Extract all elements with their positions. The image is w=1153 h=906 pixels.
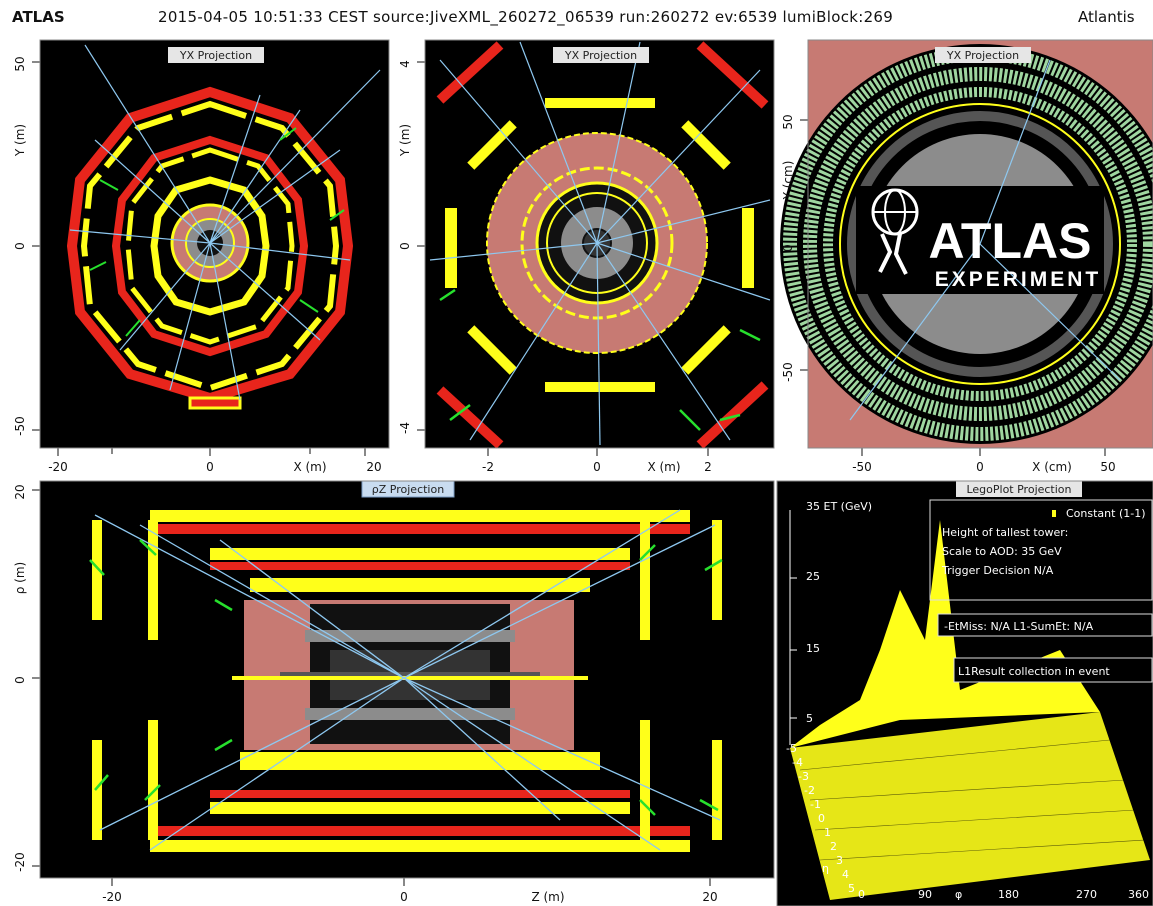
eta-tick-4: -1 bbox=[810, 798, 821, 811]
yx3-yaxis-title: Y (cm) bbox=[781, 161, 795, 201]
eta-tick-5: 0 bbox=[818, 812, 825, 825]
rz-xtick-1: 0 bbox=[400, 890, 408, 904]
yx1-ytick-2: 0 bbox=[13, 242, 27, 250]
legend-line-1: Height of tallest tower: bbox=[942, 526, 1068, 539]
yx3-ytick-0: 50 bbox=[781, 114, 795, 129]
eta-tick-8: 3 bbox=[836, 854, 843, 867]
legend-swatch bbox=[1052, 510, 1056, 517]
yx1-ytick-0: 50 bbox=[13, 56, 27, 71]
yx2-xtick-3: 2 bbox=[704, 460, 712, 474]
rz-label: ρZ Projection bbox=[372, 483, 444, 496]
rz-xtick-3: 20 bbox=[702, 890, 717, 904]
yx1-yaxis-title: Y (m) bbox=[13, 124, 27, 157]
phi-axis-label: φ bbox=[955, 888, 962, 901]
atlas-logo bbox=[871, 188, 919, 275]
l1result-box bbox=[953, 657, 1153, 683]
lego-z-title: 35 ET (GeV) bbox=[806, 500, 872, 513]
legend-line-0: Constant (1-1) bbox=[1066, 507, 1146, 520]
yx3-xtick-1: 0 bbox=[976, 460, 984, 474]
yx3-ytick-3: -50 bbox=[781, 362, 795, 382]
eta-tick-2: -3 bbox=[798, 770, 809, 783]
lego-label-box bbox=[956, 481, 1082, 497]
rz-ytick-3: -20 bbox=[13, 852, 27, 872]
panel-borders bbox=[39, 39, 1153, 906]
yx1-xaxis-title: X (m) bbox=[293, 460, 326, 474]
yx2-ytick-2: 0 bbox=[398, 242, 412, 250]
yx1-label-box bbox=[168, 47, 264, 63]
yx2-xtick-0: -2 bbox=[482, 460, 494, 474]
yx1-ytick-3: -50 bbox=[13, 416, 27, 436]
lego-label: LegoPlot Projection bbox=[966, 483, 1071, 496]
yx2-ytick-0: 4 bbox=[398, 60, 412, 68]
etmiss-box bbox=[937, 613, 1153, 637]
app-name: ATLAS bbox=[12, 8, 65, 26]
yx3-xtick-3: 50 bbox=[1100, 460, 1115, 474]
lego-z-tick-1: 15 bbox=[806, 642, 820, 655]
logo-title: ATLAS bbox=[929, 213, 1092, 269]
yx2-label-box bbox=[553, 47, 649, 63]
yx3-ytick-2: 0 bbox=[781, 244, 795, 252]
yx2-xaxis-title: X (m) bbox=[647, 460, 680, 474]
rz-yaxis-title: ρ (m) bbox=[13, 562, 27, 594]
yx3-xaxis-title: X (cm) bbox=[1032, 460, 1072, 474]
yx1-xtick-0: -20 bbox=[48, 460, 68, 474]
yx2-yaxis-title: Y (m) bbox=[398, 124, 412, 157]
eta-tick-9: 4 bbox=[842, 868, 849, 881]
rz-ytick-0: 20 bbox=[13, 484, 27, 499]
eta-tick-6: 1 bbox=[824, 826, 831, 839]
eta-tick-1: -4 bbox=[792, 756, 803, 769]
yx1-detector bbox=[66, 44, 381, 410]
eta-tick-0: -5 bbox=[786, 742, 797, 755]
title-bar: ATLAS 2015-04-05 10:51:33 CEST source:Ji… bbox=[0, 0, 1153, 38]
rz-ytick-2: 0 bbox=[13, 676, 27, 684]
yx3-xtick-0: -50 bbox=[852, 460, 872, 474]
lego-eta-axis: -5 -4 -3 -2 -1 0 1 2 3 4 5 η bbox=[786, 742, 855, 895]
lego-z-tick-2: 5 bbox=[806, 712, 813, 725]
rz-xaxis-title: Z (m) bbox=[531, 890, 564, 904]
lego-legend-box bbox=[929, 499, 1153, 601]
lego-phi-axis: 0 90 180 270 360 φ bbox=[858, 888, 1149, 901]
etmiss-line: -EtMiss: N/A L1-SumEt: N/A bbox=[944, 620, 1094, 633]
rz-xtick-0: -20 bbox=[102, 890, 122, 904]
yx3-detector bbox=[780, 40, 1153, 448]
yx1-label: YX Projection bbox=[179, 49, 252, 62]
eta-tick-7: 2 bbox=[830, 840, 837, 853]
yx2-detector bbox=[425, 40, 774, 449]
yx2-ytick-3: -4 bbox=[398, 422, 412, 434]
phi-tick-0: 0 bbox=[858, 888, 865, 901]
yx3-label: YX Projection bbox=[946, 49, 1019, 62]
yx3-label-box bbox=[935, 47, 1031, 63]
event-info: 2015-04-05 10:51:33 CEST source:JiveXML_… bbox=[158, 8, 894, 26]
yx2-xtick-1: 0 bbox=[593, 460, 601, 474]
legend-line-3: Trigger Decision N/A bbox=[941, 564, 1054, 577]
legend-line-2: Scale to AOD: 35 GeV bbox=[942, 545, 1062, 558]
phi-tick-4: 360 bbox=[1128, 888, 1149, 901]
eta-tick-10: 5 bbox=[848, 882, 855, 895]
yx2-label: YX Projection bbox=[564, 49, 637, 62]
app-title: Atlantis bbox=[1078, 8, 1135, 26]
phi-tick-2: 180 bbox=[998, 888, 1019, 901]
logo-subtitle: EXPERIMENT bbox=[935, 268, 1102, 291]
yx1-xtick-3: 20 bbox=[366, 460, 381, 474]
rz-detector bbox=[89, 509, 723, 852]
phi-tick-3: 270 bbox=[1076, 888, 1097, 901]
phi-tick-1: 90 bbox=[918, 888, 932, 901]
yx1-xtick-1: 0 bbox=[206, 460, 214, 474]
l1result-line: L1Result collection in event bbox=[958, 665, 1110, 678]
eta-tick-3: -2 bbox=[804, 784, 815, 797]
eta-axis-label: η bbox=[822, 862, 829, 875]
lego-z-tick-0: 25 bbox=[806, 570, 820, 583]
